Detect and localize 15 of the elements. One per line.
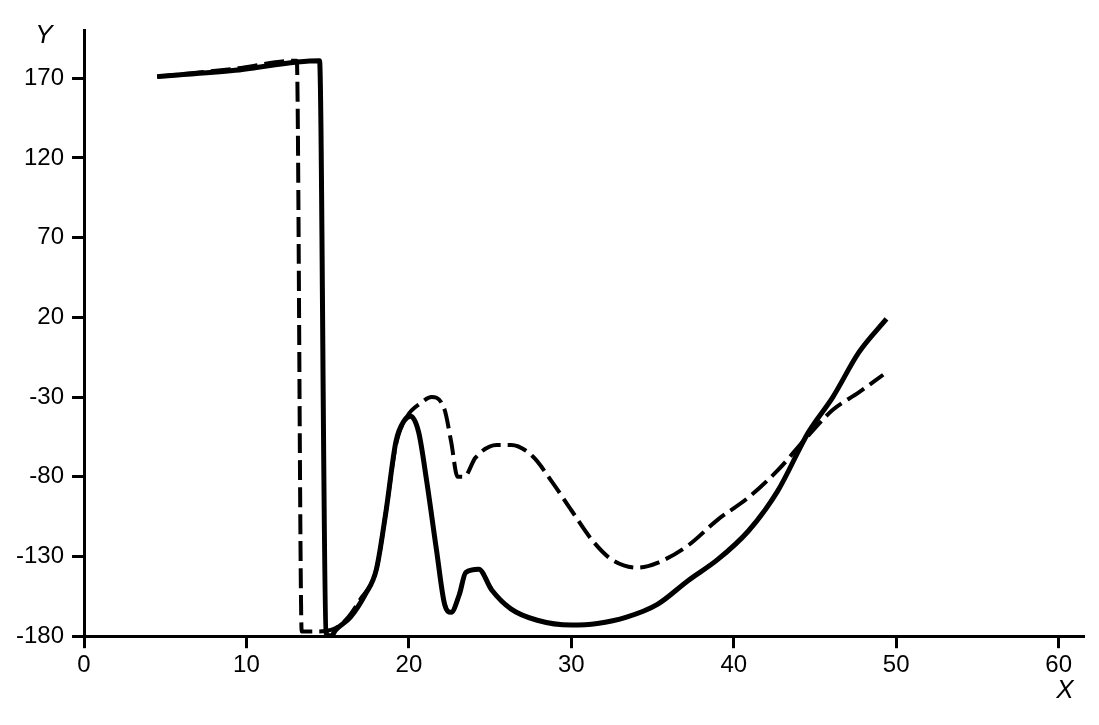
y-tick-label: -180 — [15, 620, 65, 648]
y-tick-label: -80 — [29, 461, 65, 489]
y-tick-label: 170 — [23, 62, 65, 90]
x-tick-label: 10 — [233, 650, 260, 678]
y-tick-label: -130 — [15, 541, 65, 569]
y-axis-title: Y — [35, 18, 55, 49]
y-tick-label: 70 — [37, 222, 65, 250]
x-tick-label: 40 — [720, 650, 748, 678]
x-tick-label: 0 — [77, 650, 91, 678]
x-tick-label: 50 — [882, 650, 910, 678]
y-tick-label: 120 — [23, 142, 65, 170]
y-tick-label: -30 — [29, 381, 65, 409]
x-tick-label: 30 — [557, 650, 585, 678]
x-tick-label: 20 — [395, 650, 423, 678]
y-tick-label: 20 — [37, 301, 65, 329]
